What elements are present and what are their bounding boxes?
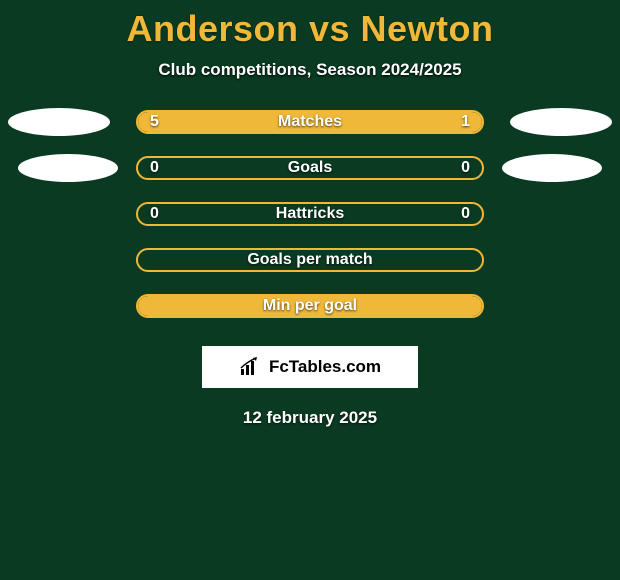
date-text: 12 february 2025 (243, 408, 377, 428)
bar-fill-left (138, 112, 406, 132)
branding-box[interactable]: FcTables.com (202, 346, 418, 388)
main-container: Anderson vs Newton Club competitions, Se… (0, 0, 620, 428)
stat-row-goals-per-match: Goals per match (0, 248, 620, 272)
stat-label: Hattricks (276, 205, 344, 223)
branding-text: FcTables.com (269, 357, 381, 377)
stat-value-right: 1 (461, 113, 470, 131)
page-subtitle: Club competitions, Season 2024/2025 (158, 60, 461, 80)
stat-row-matches: 5 Matches 1 (0, 110, 620, 134)
stat-value-right: 0 (461, 205, 470, 223)
stat-row-goals: 0 Goals 0 (0, 156, 620, 180)
chart-icon (239, 357, 263, 377)
stat-bar-min-per-goal: Min per goal (136, 294, 484, 318)
stat-label: Goals (288, 159, 332, 177)
bar-fill-right (406, 112, 482, 132)
stat-value-right: 0 (461, 159, 470, 177)
player-oval-right (510, 108, 612, 136)
stat-value-left: 5 (150, 113, 159, 131)
player-oval-left (8, 108, 110, 136)
stat-row-hattricks: 0 Hattricks 0 (0, 202, 620, 226)
player-oval-right (502, 154, 602, 182)
stat-bar-hattricks: 0 Hattricks 0 (136, 202, 484, 226)
stat-bar-goals-per-match: Goals per match (136, 248, 484, 272)
page-title: Anderson vs Newton (126, 8, 493, 50)
stat-bar-goals: 0 Goals 0 (136, 156, 484, 180)
stat-label: Min per goal (263, 297, 357, 315)
stat-bar-matches: 5 Matches 1 (136, 110, 484, 134)
player-oval-left (18, 154, 118, 182)
stat-value-left: 0 (150, 205, 159, 223)
stat-label: Matches (278, 113, 342, 131)
stat-label: Goals per match (247, 251, 372, 269)
stat-value-left: 0 (150, 159, 159, 177)
stat-row-min-per-goal: Min per goal (0, 294, 620, 318)
